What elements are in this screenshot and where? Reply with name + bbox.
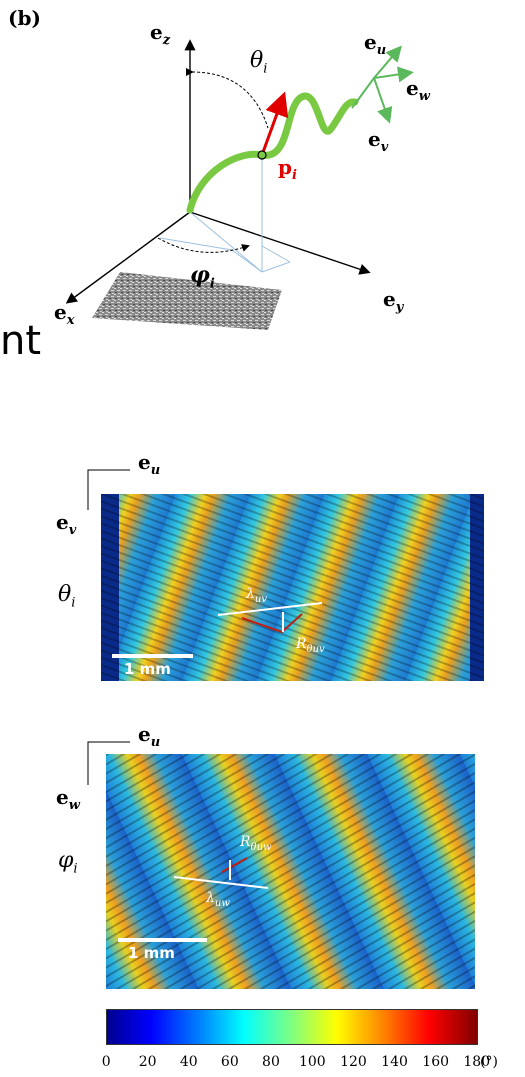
v-axis-line <box>373 77 393 124</box>
map-bottom-ew-label: ew <box>56 785 80 813</box>
map-bottom-wavelength-label: λuw <box>206 890 230 909</box>
colorbar-tick-label: 120 <box>340 1054 367 1070</box>
ew-label: ew <box>406 76 430 104</box>
colorbar <box>106 1009 478 1045</box>
map-bottom-eu-label: eu <box>138 722 161 750</box>
u-axis-line <box>373 45 402 79</box>
colorbar-tick-label: 180 <box>463 1054 491 1070</box>
overlapping-text-fragment: nt <box>0 318 42 364</box>
fiber-curve <box>186 92 359 214</box>
theta-label: θi <box>250 48 268 77</box>
map-bottom-amplitude-label: Rθuw <box>240 834 272 853</box>
colorbar-tick-label: 80 <box>262 1054 280 1070</box>
colorbar-tick-label: 40 <box>179 1054 198 1070</box>
colorbar-tick-label: 60 <box>220 1054 239 1070</box>
colorbar-unit: (°) <box>480 1054 498 1070</box>
ez-label: ez <box>150 20 171 48</box>
speckle-sample-image <box>92 272 282 330</box>
map-top-image <box>101 494 484 681</box>
p-label: pi <box>278 155 297 183</box>
map-top-theta-label: θi <box>58 582 76 611</box>
map-top-eu-label: eu <box>138 450 161 478</box>
ex-label: ex <box>54 300 75 328</box>
phi-arc <box>157 237 250 253</box>
colorbar-tick-label: 160 <box>422 1054 450 1070</box>
map-top-amplitude-label: Rθuv <box>296 636 325 655</box>
panel-label: (b) <box>8 6 41 30</box>
phi-label: φi <box>190 262 215 292</box>
map-top-scale-bar-label: 1 mm <box>124 660 171 678</box>
map-bottom-scale-bar-label: 1 mm <box>128 944 175 962</box>
map-top-wavelength-label: λuv <box>246 586 267 605</box>
colorbar-tick-label: 0 <box>101 1054 111 1070</box>
p-point <box>257 150 267 160</box>
colorbar-tick-label: 100 <box>298 1054 326 1070</box>
eu-label: eu <box>364 30 387 58</box>
w-axis-line <box>373 66 414 83</box>
colorbar-tick-label: 20 <box>138 1054 157 1070</box>
p-vector-arrow <box>260 91 289 156</box>
ev-label: ev <box>368 127 389 155</box>
map-bottom-phi-label: φi <box>58 848 78 877</box>
map-bottom-image <box>106 754 475 989</box>
colorbar-tick-label: 140 <box>381 1054 408 1070</box>
x-axis-line <box>65 211 191 304</box>
ey-label: ey <box>383 287 404 315</box>
y-axis-line <box>189 211 371 275</box>
theta-arc <box>185 67 269 129</box>
map-top-ev-label: ev <box>56 510 77 538</box>
